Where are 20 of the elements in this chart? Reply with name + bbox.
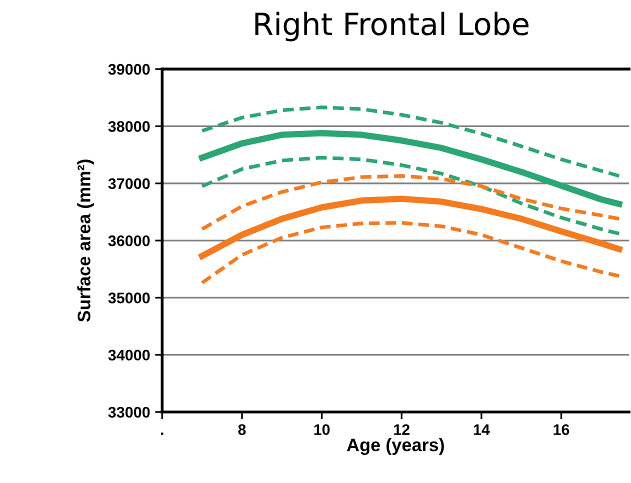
line-series — [200, 221, 621, 285]
x-tick-label: 12 — [394, 424, 410, 435]
y-tick-label: 33000 — [108, 406, 150, 418]
y-tick-label: 35000 — [108, 292, 150, 304]
x-tick-label: 8 — [238, 424, 246, 436]
x-axis-title: Age (years) — [346, 438, 444, 455]
y-tick-label: 36000 — [108, 235, 150, 246]
line-series — [200, 106, 621, 178]
y-axis-title: Surface area (mm²) — [77, 160, 94, 322]
x-tick-label: 10 — [314, 424, 330, 436]
y-tick-label: 37000 — [108, 178, 150, 190]
y-tick-label: 39000 — [108, 64, 150, 75]
x-tick-label: 16 — [554, 424, 570, 436]
chart-title: Right Frontal Lobe — [255, 12, 528, 42]
line-series — [200, 174, 621, 231]
line-series — [200, 156, 621, 236]
y-tick-label: 38000 — [108, 121, 150, 132]
y-tick-label: 34000 — [108, 350, 150, 361]
x-tick-label: . — [161, 432, 164, 435]
x-tick-label: 14 — [474, 424, 490, 435]
